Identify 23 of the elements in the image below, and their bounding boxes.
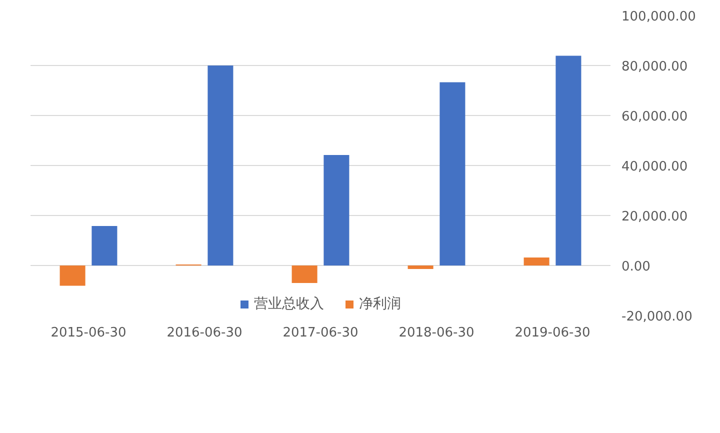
x-tick-label: 2015-06-30 xyxy=(50,326,126,340)
bar xyxy=(524,258,550,266)
y-tick-label: 100,000.00 xyxy=(622,10,696,24)
y-tick-label: 80,000.00 xyxy=(622,60,688,74)
bar xyxy=(324,155,350,266)
bar xyxy=(408,266,434,269)
bar xyxy=(208,66,234,266)
x-tick-label: 2017-06-30 xyxy=(282,326,358,340)
bar xyxy=(60,266,86,286)
bar xyxy=(440,82,466,266)
x-tick-label: 2018-06-30 xyxy=(398,326,474,340)
legend-label: 营业总收入 xyxy=(254,295,324,313)
y-tick-label: 40,000.00 xyxy=(622,160,688,174)
y-tick-label: 60,000.00 xyxy=(622,110,688,124)
legend-label: 净利润 xyxy=(359,295,401,313)
y-tick-label: 20,000.00 xyxy=(622,210,688,224)
bar xyxy=(556,56,582,266)
x-tick-label: 2019-06-30 xyxy=(514,326,590,340)
y-tick-label: -20,000.00 xyxy=(622,310,692,324)
x-tick-label: 2016-06-30 xyxy=(166,326,242,340)
bar xyxy=(292,266,318,283)
bar xyxy=(92,226,118,266)
y-tick-label: 0.00 xyxy=(622,260,650,274)
